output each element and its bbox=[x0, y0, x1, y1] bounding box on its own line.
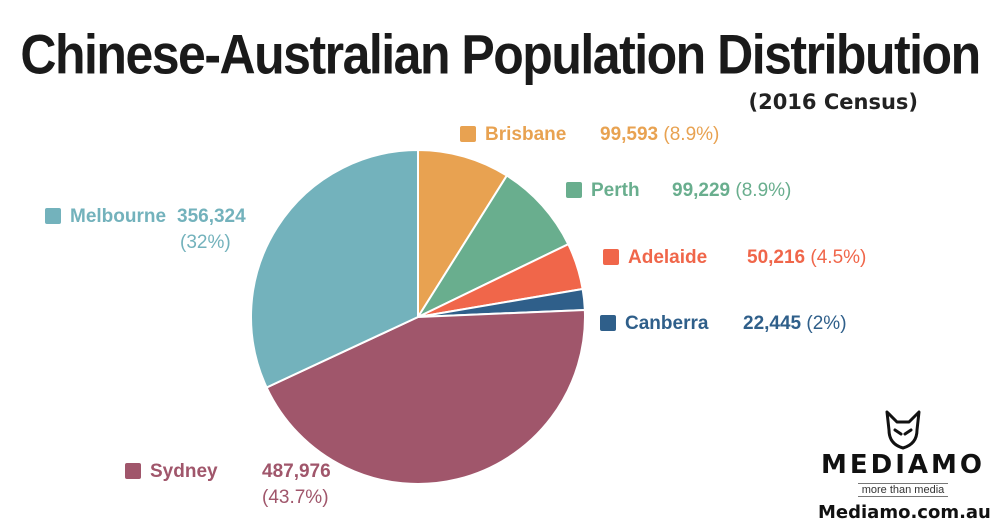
pie-slice-sydney bbox=[265, 308, 586, 485]
legend-canberra: Canberra 22,445 (2%) bbox=[600, 313, 900, 335]
label-melbourne: Melbourne bbox=[70, 206, 167, 227]
label-sydney: Sydney bbox=[150, 461, 218, 482]
fox-logo-icon bbox=[885, 410, 921, 450]
value-sydney: 487,976 bbox=[262, 461, 331, 482]
swatch-canberra bbox=[600, 315, 616, 331]
legend-brisbane: Brisbane 99,593 (8.9%) bbox=[460, 124, 760, 146]
value-canberra: 22,445 (2%) bbox=[743, 313, 847, 334]
brand-site[interactable]: Mediamo.com.au bbox=[818, 502, 991, 523]
legend-sydney: Sydney 487,976 (43.7%) bbox=[125, 461, 385, 508]
chart-subtitle: (2016 Census) bbox=[748, 90, 918, 114]
swatch-adelaide bbox=[603, 249, 619, 265]
pie-slice-melbourne bbox=[250, 148, 419, 389]
value-melbourne: 356,324 bbox=[177, 206, 246, 227]
value-perth: 99,229 (8.9%) bbox=[672, 180, 792, 201]
label-adelaide: Adelaide bbox=[628, 247, 708, 268]
legend-perth: Perth 99,229 (8.9%) bbox=[566, 180, 866, 202]
value-brisbane: 99,593 (8.9%) bbox=[600, 124, 720, 145]
value-adelaide: 50,216 (4.5%) bbox=[747, 247, 867, 268]
legend-adelaide: Adelaide 50,216 (4.5%) bbox=[603, 247, 903, 269]
label-brisbane: Brisbane bbox=[485, 124, 567, 145]
brand-name: MEDIAMO bbox=[821, 450, 985, 480]
brand-tagline: more than media bbox=[857, 483, 949, 497]
pie-slice-brisbane bbox=[417, 148, 509, 321]
chart-title: Chinese-Australian Population Distributi… bbox=[20, 23, 981, 86]
percent-sydney: (43.7%) bbox=[262, 487, 329, 508]
pie-slice-perth bbox=[415, 174, 570, 320]
swatch-sydney bbox=[125, 463, 141, 479]
swatch-melbourne bbox=[45, 208, 61, 224]
label-perth: Perth bbox=[591, 180, 640, 201]
swatch-perth bbox=[566, 182, 582, 198]
legend-melbourne: Melbourne 356,324 (32%) bbox=[45, 206, 305, 253]
label-canberra: Canberra bbox=[625, 313, 709, 334]
percent-melbourne: (32%) bbox=[180, 232, 231, 253]
swatch-brisbane bbox=[460, 126, 476, 142]
brand-block: MEDIAMO more than media Mediamo.com.au bbox=[818, 408, 991, 523]
